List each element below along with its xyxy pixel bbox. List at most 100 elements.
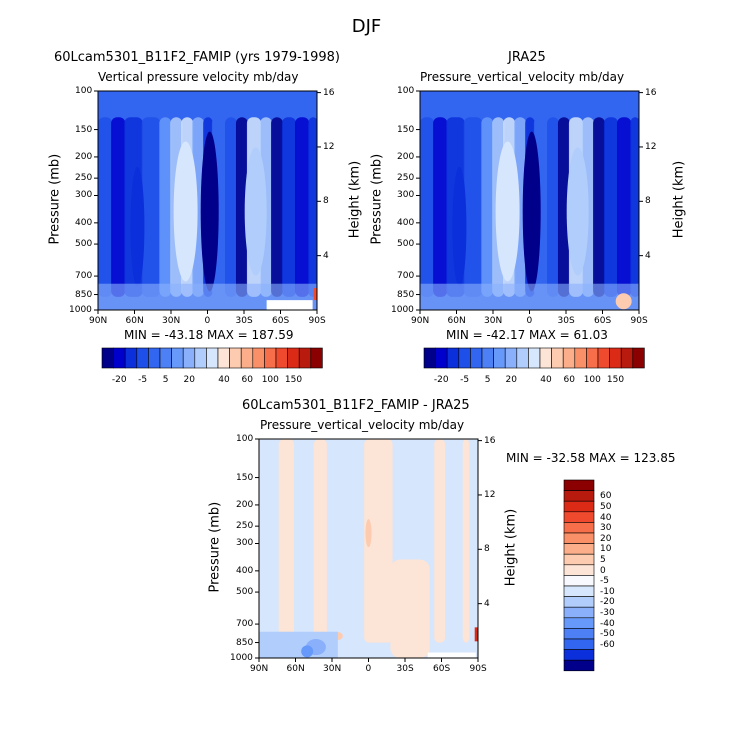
colorbar2-swatch bbox=[609, 347, 622, 369]
panel1-band bbox=[98, 117, 113, 297]
colorbar1-label: -20 bbox=[111, 375, 127, 385]
panel3-positive-spot bbox=[474, 627, 478, 642]
panel2-x-tick-label: 90N bbox=[411, 316, 430, 326]
panel1-y-tick-label: 700 bbox=[75, 271, 93, 282]
colorbar2-swatch bbox=[481, 347, 494, 369]
panel1-y-tick-label: 100 bbox=[75, 86, 93, 96]
panel3-x-tick-label: 90S bbox=[469, 664, 487, 674]
panel3-y-right-tick-label: 12 bbox=[484, 489, 496, 500]
colorbar3-swatch bbox=[563, 532, 595, 544]
colorbar2-swatch bbox=[504, 347, 518, 369]
panel3-field bbox=[259, 439, 478, 658]
panel3-x-tick-label: 30N bbox=[323, 664, 342, 674]
colorbar2-swatch bbox=[562, 347, 576, 369]
panel3-y-tick-label: 850 bbox=[236, 637, 254, 648]
panel2-band bbox=[481, 117, 494, 297]
panel1-itcz-band bbox=[200, 131, 219, 292]
panel2-y-tick-label: 1000 bbox=[391, 305, 414, 315]
panel2-y-tick-label: 400 bbox=[397, 217, 415, 228]
colorbar2-label: 40 bbox=[540, 375, 552, 385]
panel1-band bbox=[235, 117, 248, 297]
panel3-positive-band bbox=[434, 439, 446, 643]
panel1-x-tick-label: 90S bbox=[308, 316, 326, 326]
panel1-field bbox=[98, 91, 317, 310]
panel1-band bbox=[295, 117, 310, 297]
panel2-band bbox=[557, 117, 570, 297]
colorbar2-swatch bbox=[470, 347, 483, 369]
panel1-x-tick-label: 60S bbox=[272, 316, 290, 326]
panel3-subtitle: Pressure_vertical_velocity mb/day bbox=[260, 418, 465, 432]
colorbar2-swatch bbox=[574, 347, 587, 369]
colorbar1-swatch bbox=[101, 347, 114, 369]
colorbar2-swatch bbox=[586, 347, 599, 369]
colorbar2-swatch bbox=[423, 347, 436, 369]
panel2-plot bbox=[416, 90, 643, 314]
colorbar2-swatch bbox=[435, 347, 448, 369]
panel2-subsidence-band bbox=[495, 141, 520, 282]
colorbar3-label: -20 bbox=[600, 597, 615, 608]
panel3-positive-spot bbox=[365, 519, 372, 548]
colorbar3-swatch bbox=[563, 638, 595, 650]
panel3-stats: MIN = -32.58 MAX = 123.85 bbox=[506, 451, 676, 465]
panel1-x-tick-label: 0 bbox=[204, 316, 211, 326]
panel3-title: 60Lcam5301_B11F2_FAMIP - JRA25 bbox=[242, 398, 470, 413]
panel1-x-tick-label: 60N bbox=[125, 316, 144, 326]
panel1-y-tick-label: 150 bbox=[75, 124, 93, 135]
panel2-y-right-tick-label: 16 bbox=[645, 87, 657, 98]
panel2-x-tick-label: 30N bbox=[484, 316, 503, 326]
colorbar3-swatch bbox=[563, 649, 595, 661]
panel2-y-right-tick-label: 12 bbox=[645, 141, 657, 152]
panel2-y-right-tick-label: 4 bbox=[645, 250, 651, 261]
colorbar2 bbox=[423, 347, 645, 369]
panel3-positive-band bbox=[278, 439, 295, 643]
panel3-y-tick-label: 100 bbox=[236, 434, 254, 444]
colorbar1-label: 5 bbox=[162, 375, 169, 385]
panel1-subtitle: Vertical pressure velocity mb/day bbox=[98, 70, 299, 84]
colorbar3-label: 20 bbox=[600, 533, 612, 544]
panel1-x-tick-label: 30N bbox=[162, 316, 181, 326]
panel3-y-tick-label: 500 bbox=[236, 587, 254, 598]
panel3-y-tick-label: 1000 bbox=[230, 653, 253, 663]
colorbar1-swatch bbox=[159, 347, 172, 369]
panel3-positive-band bbox=[462, 439, 470, 643]
panel3-x-tick-label: 0 bbox=[365, 664, 372, 674]
colorbar3-label: 5 bbox=[600, 555, 606, 566]
colorbar3-label: -30 bbox=[600, 608, 615, 619]
panel2-band bbox=[463, 117, 483, 297]
colorbar3-swatch bbox=[563, 575, 595, 587]
colorbar1-swatch bbox=[217, 347, 230, 369]
panel1-title: 60Lcam5301_B11F2_FAMIP (yrs 1979-1998) bbox=[54, 50, 340, 65]
colorbar1-label: -5 bbox=[138, 375, 148, 385]
panel1-missing-region bbox=[266, 300, 313, 310]
colorbar3-label: 60 bbox=[600, 491, 612, 502]
panel3-y-tick-label: 300 bbox=[236, 538, 254, 549]
panel2-field bbox=[420, 91, 639, 310]
colorbar3 bbox=[563, 479, 595, 672]
panel3-x-tick-label: 90N bbox=[250, 664, 269, 674]
colorbar1 bbox=[101, 347, 323, 369]
colorbar3-swatch bbox=[563, 606, 595, 619]
panel2-y-tick-label: 250 bbox=[397, 173, 415, 184]
panel3-positive-band bbox=[364, 439, 393, 643]
colorbar3-label: 0 bbox=[600, 565, 606, 576]
panel1-y-right-tick-label: 12 bbox=[323, 141, 335, 152]
colorbar3-swatch bbox=[563, 490, 595, 502]
panel3-positive-band bbox=[313, 439, 327, 643]
panel2-band bbox=[630, 117, 639, 297]
panel1-y-tick-label: 1000 bbox=[69, 305, 92, 315]
panel2-y-tick-label: 150 bbox=[397, 124, 415, 135]
colorbar1-swatch bbox=[124, 347, 138, 369]
panel1-y-tick-label: 300 bbox=[75, 190, 93, 201]
colorbar2-swatch bbox=[493, 347, 506, 369]
panel1-x-tick-label: 90N bbox=[89, 316, 108, 326]
panel3-y-right-tick-label: 4 bbox=[484, 598, 490, 609]
panel1-y-tick-label: 200 bbox=[75, 151, 93, 162]
colorbar1-swatch bbox=[264, 347, 277, 369]
colorbar1-swatch bbox=[194, 347, 207, 369]
colorbar3-label: 40 bbox=[600, 512, 612, 523]
colorbar3-swatch bbox=[563, 543, 595, 555]
panel1-plot bbox=[94, 90, 321, 314]
panel2-x-tick-label: 60N bbox=[447, 316, 466, 326]
colorbar1-swatch bbox=[148, 347, 161, 369]
colorbar2-label: 5 bbox=[484, 375, 491, 385]
